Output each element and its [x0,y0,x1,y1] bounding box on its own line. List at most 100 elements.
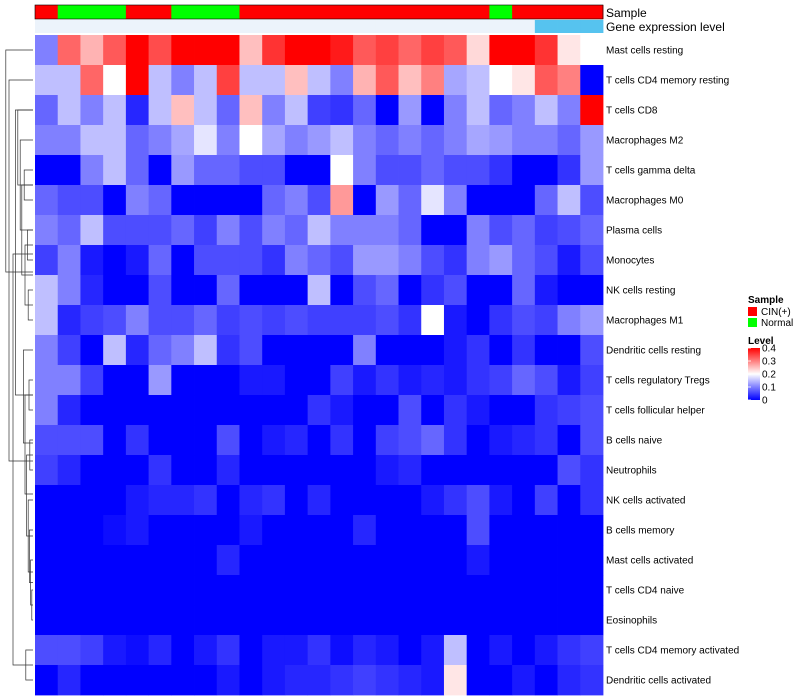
heatmap-cell [580,275,604,306]
legend-level-tick-label: 0.1 [762,383,776,394]
heatmap-cell [421,425,445,456]
heatmap-cell [330,425,354,456]
heatmap-cell [148,665,172,696]
heatmap-cell [557,455,581,486]
heatmap-cell [35,245,59,276]
heatmap-cell [375,365,399,396]
sample-track-cell [421,5,445,19]
heatmap-cell [534,155,558,186]
expression-track-cell [262,20,286,33]
legend-level-title: Level [748,336,774,347]
heatmap-cell [35,95,59,126]
heatmap-cell [171,95,195,126]
heatmap-cell [512,185,536,216]
sample-track-cell [398,5,422,19]
heatmap-cell [330,155,354,186]
heatmap-cell [512,335,536,366]
row-label: Mast cells resting [606,46,683,57]
heatmap-cell [57,635,81,666]
heatmap-cell [35,575,59,606]
heatmap-cell [239,545,263,576]
heatmap-cell [580,635,604,666]
heatmap-cell [466,335,490,366]
heatmap-cell [103,215,127,246]
heatmap-cell [194,155,218,186]
heatmap-cell [580,245,604,276]
heatmap-cell [557,275,581,306]
heatmap-cell [330,365,354,396]
heatmap-cell [307,305,331,336]
expression-track-cell [103,20,127,33]
heatmap-cell [512,35,536,66]
row-label: T cells gamma delta [606,166,696,177]
heatmap-cell [489,155,513,186]
heatmap-cell [216,515,240,546]
sample-track-cell [57,5,81,19]
heatmap-cell [216,245,240,276]
heatmap-cell [307,245,331,276]
heatmap-cell [148,65,172,96]
heatmap-cell [103,365,127,396]
heatmap-cell [512,215,536,246]
heatmap-cell [284,35,309,66]
heatmap-cell [512,125,536,156]
heatmap-cell [421,305,445,336]
heatmap-cell [125,395,149,426]
heatmap-cell [421,245,445,276]
heatmap-cell [353,65,377,96]
heatmap-cell [262,575,286,606]
expression-track-cell [148,20,172,33]
heatmap-cell [443,245,468,276]
heatmap-cell [125,95,149,126]
heatmap-cell [284,65,309,96]
heatmap-cell [466,155,490,186]
heatmap-cell [80,35,104,66]
heatmap-cell [171,215,195,246]
dendrogram-branch [29,529,33,583]
heatmap-cell [398,515,422,546]
heatmap-cell [489,95,513,126]
heatmap-cell [148,155,172,186]
expression-track-cell [398,20,422,33]
heatmap-cell [512,275,536,306]
heatmap-cell [353,575,377,606]
heatmap-cell [35,335,59,366]
heatmap-cell [239,485,263,516]
heatmap-cell [512,665,536,696]
dendrogram-branch [23,349,33,444]
heatmap-cell [512,635,536,666]
heatmap-cell [307,485,331,516]
heatmap-cell [80,365,104,396]
heatmap-cell [580,665,604,696]
heatmap-cell [35,365,59,396]
heatmap-cell [284,155,309,186]
heatmap-cell [307,365,331,396]
heatmap-cell [35,65,59,96]
heatmap-cell [171,515,195,546]
heatmap-cell [330,305,354,336]
heatmap-cell [489,425,513,456]
heatmap-cell [512,395,536,426]
heatmap-cell [216,635,240,666]
heatmap-cell [80,95,104,126]
heatmap-cell [489,635,513,666]
heatmap-cell [239,665,263,696]
heatmap-cell [580,335,604,366]
heatmap-cell [284,365,309,396]
heatmap-cell [489,575,513,606]
expression-track-cell [512,20,536,33]
heatmap-cell [194,95,218,126]
expression-track-cell [216,20,240,33]
heatmap-cell [148,575,172,606]
heatmap-cell [80,155,104,186]
heatmap-cell [125,185,149,216]
heatmap-cell [125,65,149,96]
heatmap-cell [398,485,422,516]
heatmap-cell [103,395,127,426]
heatmap-cell [489,605,513,636]
heatmap-cell [35,125,59,156]
heatmap-cell [307,545,331,576]
heatmap-cell [57,215,81,246]
heatmap-cell [148,35,172,66]
heatmap-cell [284,245,309,276]
